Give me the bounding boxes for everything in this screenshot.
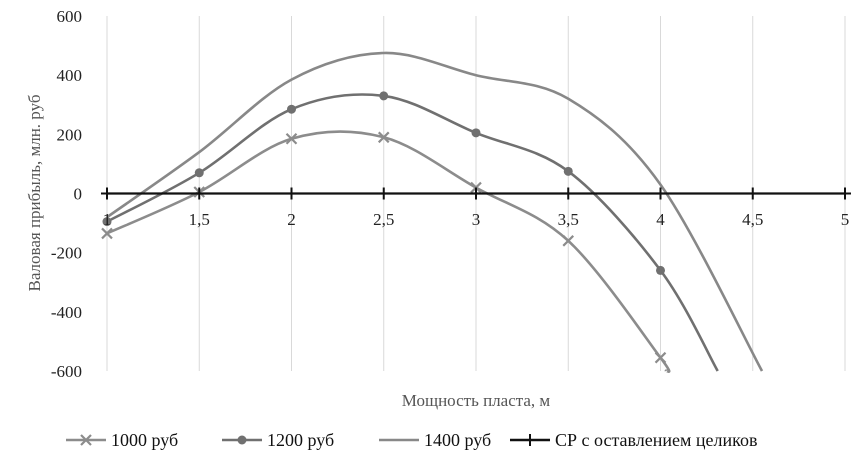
data-point [377,131,390,144]
zero-axis [101,187,851,200]
y-tick-label: 400 [57,66,83,85]
y-tick-label: 200 [57,125,83,144]
series-3 [106,51,764,372]
y-tick-labels: 600 400 200 0 -200 -400 -600 [51,7,82,381]
y-axis-title: Валовая прибыль, млн. руб [25,95,44,292]
data-point [562,187,575,200]
data-point [563,166,573,176]
legend-item: 1000 руб [66,430,178,450]
data-point [101,227,113,240]
data-point [654,351,667,364]
x-tick-label: 3 [472,210,481,229]
x-tick-label: 1 [103,210,112,229]
legend-item: 1200 руб [222,430,334,450]
data-point [377,187,390,200]
legend: 1000 руб 1200 руб 1400 руб СР с оставлением… [66,430,757,450]
x-axis-title: Мощность пласта, м [402,391,551,410]
series-line [106,130,671,373]
legend-item: 1400 руб [379,430,491,450]
data-point [471,128,481,138]
x-tick-label: 3,5 [558,210,579,229]
y-tick-label: -200 [51,244,82,263]
series-line [106,93,719,372]
data-point [470,187,482,200]
legend-marker [80,434,92,446]
data-point [562,235,575,247]
data-point [194,168,204,178]
x-tick-label: 4,5 [742,210,763,229]
data-point [193,187,206,200]
x-tick-label: 2,5 [373,210,394,229]
x-tick-label: 5 [841,210,850,229]
data-point [746,187,759,200]
data-point [379,91,389,101]
data-point [654,187,667,200]
x-tick-label: 2 [287,210,296,229]
legend-marker [524,434,536,446]
data-point [101,187,113,200]
legend-label: 1200 руб [267,430,334,450]
legend-label: 1400 руб [424,430,491,450]
legend-label: 1000 руб [111,430,178,450]
data-point [839,187,851,200]
x-tick-label: 1,5 [189,210,210,229]
x-tick-label: 4 [656,210,665,229]
data-point [656,265,665,275]
data-point [285,132,298,145]
legend-label: СР с оставлением целиков [555,430,757,450]
y-tick-label: -400 [51,303,82,322]
x-tick-labels: 1 1,5 2 2,5 3 3,5 4 4,5 5 [103,210,850,229]
data-point [285,187,298,200]
legend-marker [237,435,247,445]
data-point [287,104,296,114]
y-tick-label: 0 [74,185,83,204]
series-4 [101,187,851,200]
series-2 [102,91,719,372]
y-tick-label: 600 [57,7,83,26]
data-point [102,217,112,227]
y-tick-label: -600 [51,362,82,381]
series-line [106,51,764,372]
legend-item: СР с оставлением целиков [510,430,757,450]
